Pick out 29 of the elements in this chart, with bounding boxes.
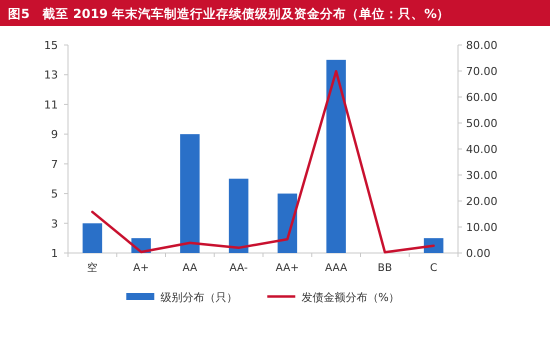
x-tick-label: AAA bbox=[325, 262, 348, 274]
y2-tick-label: 80.00 bbox=[466, 39, 498, 52]
legend-label: 发债金额分布（%） bbox=[301, 291, 400, 304]
y-tick-label: 1 bbox=[51, 247, 58, 260]
y-tick-label: 7 bbox=[51, 158, 58, 171]
x-tick-label: BB bbox=[378, 262, 392, 274]
y2-tick-label: 60.00 bbox=[466, 91, 498, 104]
y-tick-label: 3 bbox=[51, 217, 58, 230]
y2-tick-label: 50.00 bbox=[466, 117, 498, 130]
y-tick-label: 15 bbox=[44, 39, 58, 52]
x-tick-label: C bbox=[430, 262, 438, 274]
chart-title: 图5 截至 2019 年末汽车制造行业存续债级别及资金分布（单位：只、%） bbox=[8, 6, 450, 21]
y2-tick-label: 0.00 bbox=[466, 247, 490, 260]
x-tick-label: AA bbox=[182, 262, 198, 274]
x-tick-label: 空 bbox=[86, 261, 98, 274]
y2-tick-label: 30.00 bbox=[466, 169, 498, 182]
y-tick-label: 5 bbox=[51, 188, 58, 201]
line-series bbox=[91, 70, 435, 254]
y2-tick-label: 10.00 bbox=[466, 221, 498, 234]
y2-tick-label: 20.00 bbox=[466, 195, 498, 208]
x-tick-label: AA- bbox=[230, 262, 248, 274]
y-tick-label: 11 bbox=[44, 98, 58, 112]
y-tick-label: 9 bbox=[51, 128, 58, 142]
x-tick-label: AA+ bbox=[276, 262, 300, 274]
y-tick-label: 13 bbox=[44, 68, 58, 82]
y2-tick-label: 70.00 bbox=[466, 65, 498, 78]
legend-label: 级别分布（只） bbox=[160, 291, 238, 304]
y2-tick-label: 40.00 bbox=[466, 143, 498, 156]
x-tick-label: A+ bbox=[133, 262, 150, 274]
